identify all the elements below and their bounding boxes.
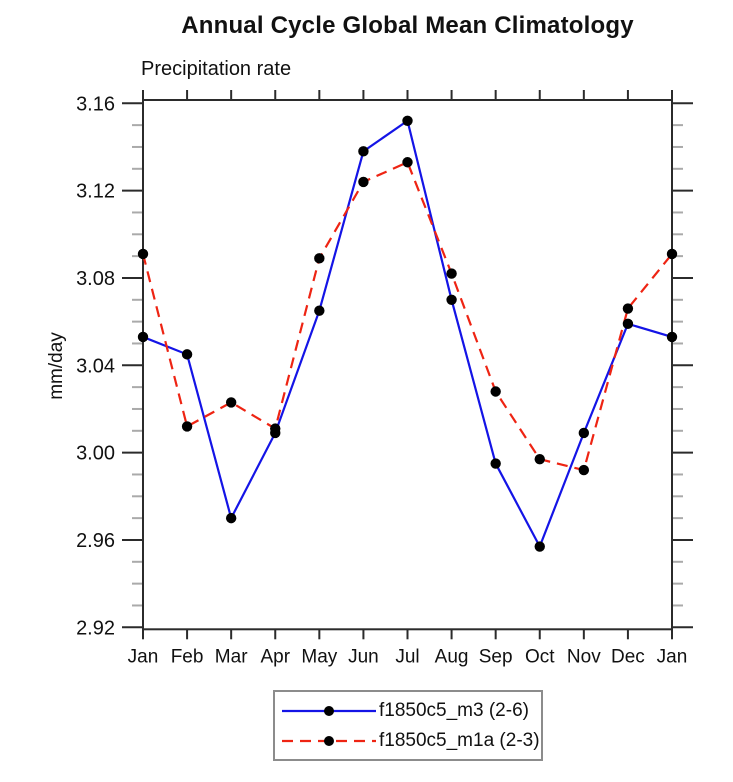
x-tick-label: Nov (567, 646, 601, 667)
data-point-marker-s1 (622, 303, 634, 314)
data-point-marker-s0 (181, 349, 193, 360)
data-point-marker-s1 (666, 248, 678, 260)
data-point-marker-s0 (578, 427, 590, 439)
data-point-marker-s0 (446, 294, 457, 305)
data-point-marker-s1 (181, 421, 193, 432)
legend-entry-0: f1850c5_m3 (2-6) (279, 699, 541, 721)
legend-line-sample-red (282, 735, 376, 746)
legend-marker-icon (324, 705, 334, 716)
legend: f1850c5_m3 (2-6) f1850c5_m1a (2-3) (273, 690, 543, 761)
x-tick-label: Jan (128, 646, 159, 667)
data-point-marker-s1 (578, 464, 590, 476)
series-line-0 (142, 118, 673, 550)
y-tick-label: 3.04 (76, 355, 115, 377)
legend-label-0: f1850c5_m3 (2-6) (379, 699, 529, 721)
data-point-marker-s1 (446, 268, 457, 279)
x-tick-label: Feb (171, 646, 204, 667)
legend-line-sample-blue (282, 705, 376, 716)
data-point-marker-s1 (270, 423, 281, 434)
y-tick-label: 3.12 (76, 181, 115, 203)
x-tick-label: Jul (395, 646, 419, 667)
data-point-marker-s1 (137, 248, 149, 260)
y-tick-label: 2.92 (76, 617, 115, 639)
data-point-marker-s1 (225, 397, 237, 408)
plot-frame (142, 99, 673, 631)
data-point-marker-s0 (314, 305, 325, 316)
x-tick-label: Apr (260, 646, 290, 667)
x-tick-label: May (301, 646, 337, 667)
data-point-marker-s1 (314, 253, 325, 264)
series-line-1 (141, 160, 673, 472)
chart-title: Annual Cycle Global Mean Climatology (181, 12, 634, 39)
x-tick-label: Dec (611, 646, 645, 667)
data-point-marker-s0 (402, 115, 413, 126)
data-point-marker-s0 (666, 331, 678, 343)
y-tick-label: 3.16 (76, 93, 115, 115)
x-tick-label: Jan (657, 646, 688, 667)
data-point-marker-s1 (402, 157, 413, 168)
data-point-marker-s1 (534, 453, 545, 465)
x-tick-label: Sep (479, 646, 513, 667)
data-point-marker-s1 (490, 386, 501, 397)
y-tick-label: 3.00 (76, 443, 115, 465)
legend-entry-1: f1850c5_m1a (2-3) (279, 729, 541, 751)
y-tick-label: 2.96 (76, 530, 115, 552)
legend-marker-icon (324, 735, 334, 746)
data-point-marker-s1 (358, 176, 369, 188)
x-tick-label: Jun (348, 646, 379, 667)
x-tick-label: Mar (215, 646, 248, 667)
data-point-marker-s0 (622, 318, 634, 330)
data-point-marker-s0 (225, 512, 237, 524)
data-point-marker-s0 (358, 146, 369, 157)
x-tick-label: Oct (525, 646, 555, 667)
legend-label-1: f1850c5_m1a (2-3) (379, 729, 540, 751)
data-point-marker-s0 (490, 458, 501, 469)
x-tick-label: Aug (435, 646, 469, 667)
data-point-marker-s0 (534, 541, 545, 552)
chart-subtitle: Precipitation rate (141, 58, 292, 80)
data-point-marker-s0 (137, 331, 149, 343)
y-tick-label: 3.08 (76, 268, 115, 290)
